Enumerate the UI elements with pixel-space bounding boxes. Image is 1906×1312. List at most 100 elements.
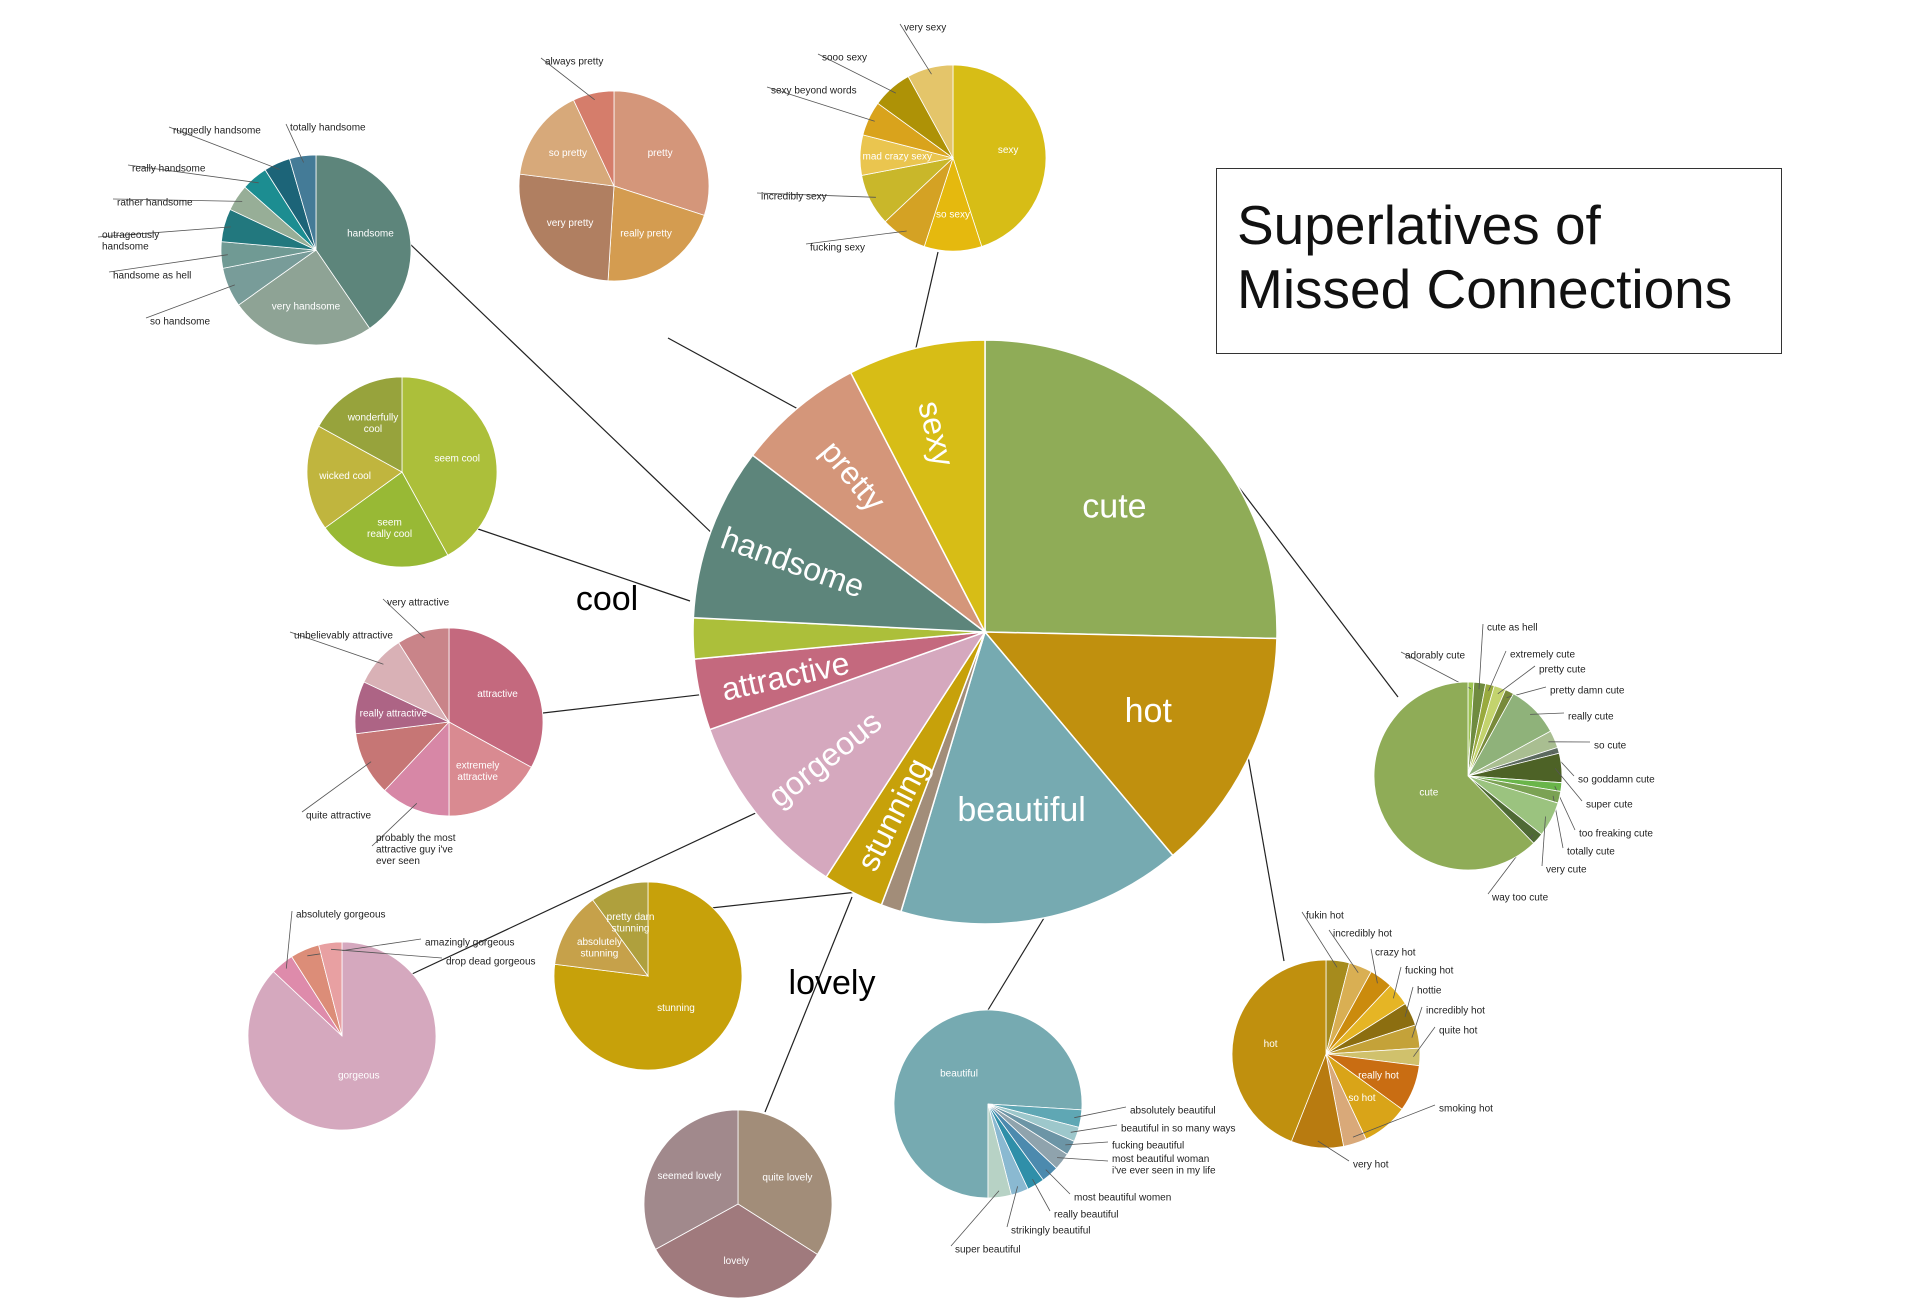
- sub-label-quite-hot: quite hot: [1439, 1026, 1478, 1037]
- leader-line: [1530, 712, 1565, 715]
- main-slice-beautiful: [899, 630, 1174, 925]
- sub-label-outrageously-handsome: outrageously handsome: [102, 230, 159, 253]
- main-slice-gorgeous: [708, 630, 987, 879]
- sub-label-cute: cute: [1419, 787, 1438, 798]
- sub-label-adorably-cute: adorably cute: [1405, 651, 1465, 662]
- leader-line: [756, 192, 876, 198]
- main-slice-handsome: [692, 454, 988, 633]
- sub-label-amazingly-gorgeous: amazingly gorgeous: [425, 938, 515, 949]
- leader-line: [1328, 929, 1359, 973]
- leader-line: [1317, 1140, 1350, 1162]
- sub-label-sexy-beyond-words: sexy beyond words: [771, 86, 857, 97]
- chart-title: Superlatives of Missed Connections: [1237, 194, 1733, 320]
- sub-label-absolutely-stunning: absolutely stunning: [577, 937, 622, 960]
- sub-label-sooo-sexy: sooo sexy: [822, 53, 867, 64]
- connector-cool: [477, 528, 691, 602]
- sub-slice-handsome-totally-handsome: [289, 154, 317, 251]
- leader-line: [1057, 1157, 1109, 1162]
- leader-line: [899, 23, 932, 75]
- sub-label-handsome: handsome: [347, 229, 394, 240]
- main-label-beautiful: beautiful: [957, 791, 1086, 829]
- leader-line: [1301, 911, 1338, 968]
- sub-label-so-sexy: so sexy: [936, 209, 970, 220]
- sub-slice-attractive-quite-attractive: [355, 721, 451, 792]
- sub-label-so-cute: so cute: [1594, 741, 1627, 752]
- sub-label-seem-really-cool: seem really cool: [367, 517, 412, 540]
- sub-label-absolutely-beautiful: absolutely beautiful: [1130, 1106, 1216, 1117]
- sub-slice-pretty-always-pretty: [573, 90, 615, 187]
- sub-pie-pretty: pretty really pretty very pretty so pretty a…: [518, 57, 710, 282]
- sub-label-drop-dead-gorgeous: drop dead gorgeous: [446, 957, 536, 968]
- leader-line: [1370, 948, 1378, 984]
- sub-slice-cool-wicked-cool: [306, 425, 403, 529]
- sub-pie-sexy: sexy so sexy fucking sexy incredibly sexy ma…: [756, 23, 1047, 254]
- sub-slice-pretty-really-pretty: [607, 185, 705, 282]
- main-slice-pretty: [751, 371, 986, 633]
- sub-pie-attractive: attractive extremely attractive probably th…: [289, 598, 544, 867]
- leader-line: [145, 284, 235, 319]
- sub-label-lovely: lovely: [723, 1256, 749, 1267]
- leader-line: [112, 198, 243, 202]
- leader-line: [805, 230, 907, 245]
- sub-label-sexy: sexy: [998, 145, 1019, 156]
- leader-line: [540, 57, 595, 101]
- leader-line: [127, 164, 259, 184]
- leader-line: [1393, 966, 1402, 999]
- sub-slice-lovely-quite-lovely: [737, 1109, 833, 1255]
- sub-label-very-hot: very hot: [1353, 1160, 1389, 1171]
- sub-label-ruggedly-handsome: ruggedly handsome: [173, 126, 261, 137]
- sub-label-very-pretty: very pretty: [547, 218, 594, 229]
- sub-label-probably-the-most-attractive-guy-i-ve-ever-seen: probably the most attractive guy i've ever…: [376, 833, 456, 867]
- sub-label-gorgeous: gorgeous: [338, 1070, 380, 1081]
- sub-slice-cool-wonderfully-cool: [318, 376, 403, 473]
- sub-label-very-attractive: very attractive: [387, 598, 450, 609]
- sub-label-attractive: attractive: [477, 689, 518, 700]
- sub-slice-stunning-absolutely-stunning: [554, 899, 649, 977]
- leader-line: [168, 126, 280, 170]
- outer-labels: cool lovely: [576, 580, 876, 1002]
- sub-slice-pretty-very-pretty: [518, 173, 615, 282]
- leader-line: [950, 1190, 1000, 1247]
- sub-slice-handsome-handsome: [315, 154, 412, 329]
- sub-label-pretty-darn-stunning: pretty darn stunning: [607, 912, 655, 935]
- leader-line: [301, 761, 372, 813]
- sub-label-quite-attractive: quite attractive: [306, 811, 371, 822]
- connector-lovely: [764, 896, 853, 1113]
- sub-slice-cool-seem-really-cool: [324, 471, 449, 568]
- sub-label-really-cute: really cute: [1568, 712, 1614, 723]
- sub-pie-cool: seem cool seem really cool wicked cool wonde…: [306, 376, 498, 568]
- sub-slice-stunning-pretty-darn-stunning: [592, 881, 649, 978]
- sub-label-quite-lovely: quite lovely: [762, 1172, 812, 1183]
- sub-label-handsome-as-hell: handsome as hell: [113, 271, 191, 282]
- title-box: Superlatives of Missed Connections: [1216, 168, 1782, 354]
- sub-slice-cute-cute: [1373, 681, 1535, 871]
- sub-slice-attractive-probably-the-most-attractive-guy-i-ve-ever-seen: [384, 720, 450, 817]
- sub-slice-sexy-very-sexy: [907, 64, 954, 159]
- leader-line: [108, 254, 228, 273]
- sub-label-totally-cute: totally cute: [1567, 847, 1615, 858]
- main-pie: cutehotbeautifulstunninggorgeousattracti…: [692, 339, 1278, 925]
- sub-label-hottie: hottie: [1417, 986, 1442, 997]
- sub-label-absolutely-gorgeous: absolutely gorgeous: [296, 910, 386, 921]
- sub-label-very-handsome: very handsome: [272, 302, 341, 313]
- sub-slice-pretty-pretty: [613, 90, 710, 216]
- sub-label-really-handsome: really handsome: [132, 164, 206, 175]
- sub-label-hot: hot: [1264, 1039, 1278, 1050]
- sub-label-very-sexy: very sexy: [904, 23, 946, 34]
- sub-label-extremely-cute: extremely cute: [1510, 650, 1575, 661]
- leader-line: [1032, 1179, 1051, 1212]
- sub-label-cute-as-hell: cute as hell: [1487, 623, 1538, 634]
- leader-line: [1541, 816, 1546, 867]
- sub-label-most-beautiful-women: most beautiful women: [1074, 1193, 1171, 1204]
- sub-slice-attractive-very-attractive: [398, 627, 450, 724]
- main-label-cute: cute: [1082, 487, 1146, 525]
- connector-beautiful: [987, 917, 1045, 1011]
- leader-line: [330, 948, 443, 959]
- sub-label-totally-handsome: totally handsome: [290, 123, 366, 134]
- sub-slice-beautiful-beautiful: [893, 1009, 1083, 1199]
- leader-line: [1074, 1106, 1127, 1119]
- sub-label-always-pretty: always pretty: [545, 57, 603, 68]
- sub-slice-attractive-attractive: [448, 627, 544, 768]
